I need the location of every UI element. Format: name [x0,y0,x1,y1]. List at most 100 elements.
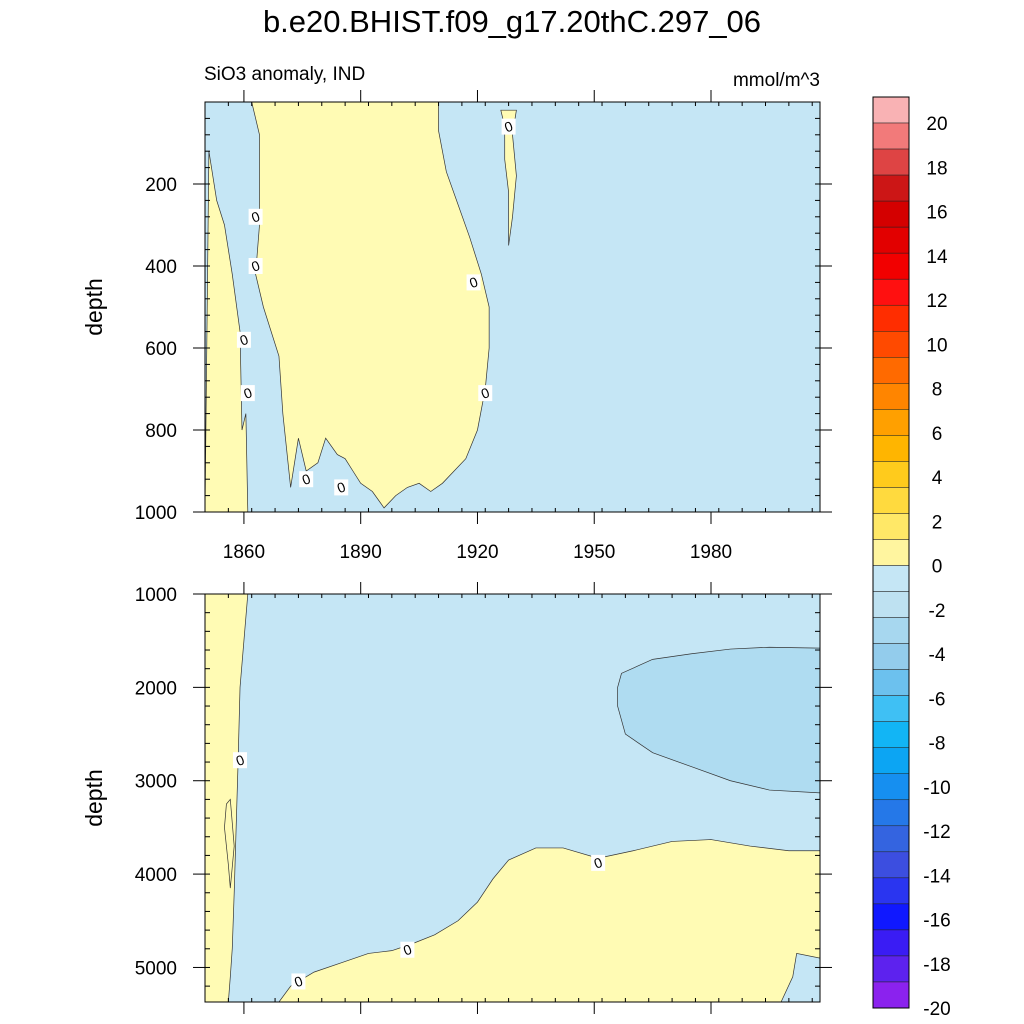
colorbar-label: 4 [932,468,943,489]
contour-label-box [591,854,606,871]
colorbar-swatch [872,929,910,957]
colorbar-label: -6 [929,689,946,710]
contour-label-box [240,385,255,402]
contour-label-box [248,208,263,225]
colorbar-swatch [872,695,910,722]
colorbar-swatch [872,409,910,436]
colorbar-label: 18 [926,158,947,179]
y-tick-label: 400 [145,257,177,278]
y-tick-label: 600 [145,339,177,360]
contour-region-neg [617,646,820,794]
contour-label-box [334,479,349,496]
colorbar-swatch [872,981,910,1009]
colorbar-label: 10 [926,335,947,356]
contour-label-box [299,471,314,488]
figure-title: b.e20.BHIST.f09_g17.20thC.297_06 [262,4,762,39]
colorbar-swatch [872,539,910,566]
contour-label-box [248,258,263,274]
colorbar-swatch [872,721,910,748]
contour-label-box [291,973,306,990]
colorbar-swatch [872,304,910,332]
contour-label-box [501,118,516,135]
y-tick-label: 3000 [135,772,177,793]
colorbar-swatch [872,252,910,280]
colorbar-label: 14 [926,247,948,268]
contour-label-box [466,274,481,291]
colorbar-label: -20 [923,999,950,1020]
colorbar-swatch [872,487,910,514]
y-tick-label: 1000 [135,503,177,524]
colorbar-swatch [872,513,910,540]
y-tick-label: 4000 [135,865,177,886]
colorbar-swatch [872,643,910,670]
colorbar-label: 0 [932,557,943,578]
contour-regions [205,594,820,1002]
colorbar-label: 16 [926,203,947,224]
colorbar-frame [872,96,910,1009]
colorbar-swatch [872,903,910,931]
contour-region-pos [251,102,490,509]
contour-label-box [478,385,493,402]
units-subtitle: mmol/m^3 [732,70,820,91]
contour-region-pos [205,151,249,512]
colorbar-swatch [872,825,910,853]
colorbar-label: -8 [929,734,946,755]
panel-frame [204,593,821,1003]
x-tick-label: 1860 [223,542,265,563]
y-axis-label: depth [81,278,107,336]
colorbar-label: -16 [923,911,950,932]
colorbar-swatch [872,174,910,202]
contour-regions [205,102,517,512]
colorbar-label: -14 [923,866,951,887]
colorbar-swatch [872,877,910,905]
colorbar-swatch [872,435,910,462]
y-tick-label: 2000 [135,678,177,699]
colorbar-swatch [872,565,910,592]
x-tick-label: 1920 [456,542,498,563]
colorbar-swatch [872,331,910,358]
y-axis-label: depth [81,769,107,827]
contour-label-box [400,941,415,958]
colorbar-label: 2 [932,512,943,533]
colorbar-swatch [872,96,910,124]
colorbar-swatch [872,148,910,176]
colorbar-swatch [872,122,910,150]
colorbar-swatch [872,617,910,644]
colorbar-label: -12 [923,822,950,843]
colorbar-swatch [872,461,910,488]
colorbar-label: 8 [932,380,943,401]
y-tick-label: 1000 [135,585,177,606]
contour-label-box [236,331,251,348]
colorbar-label: -2 [929,601,946,622]
x-tick-label: 1890 [340,542,382,563]
colorbar-swatch [872,955,910,983]
colorbar-swatch [872,383,910,410]
colorbar-swatch [872,591,910,618]
contour-region-pos [224,798,235,889]
colorbar: 20181614121086420-2-4-6-8-10-12-14-16-18… [872,96,951,1020]
x-tick-label: 1980 [690,542,732,563]
x-tick-label: 1950 [573,542,615,563]
colorbar-label: -18 [923,955,950,976]
colorbar-swatch [872,278,910,306]
y-tick-label: 800 [145,421,177,442]
colorbar-swatch [872,799,910,827]
colorbar-label: 20 [926,114,947,135]
colorbar-swatch [872,851,910,879]
y-tick-label: 200 [145,175,177,196]
y-tick-label: 5000 [135,958,177,979]
colorbar-swatch [872,669,910,696]
colorbar-swatch [872,200,910,228]
panel-frame [204,101,821,513]
variable-subtitle: SiO3 anomaly, IND [204,64,366,85]
colorbar-label: 12 [926,291,947,312]
colorbar-label: 6 [932,424,943,445]
contour-label-box [233,752,248,769]
colorbar-label: -4 [929,645,946,666]
contour-region-pos [205,594,249,1002]
colorbar-label: -10 [923,778,950,799]
colorbar-swatch [872,357,910,384]
